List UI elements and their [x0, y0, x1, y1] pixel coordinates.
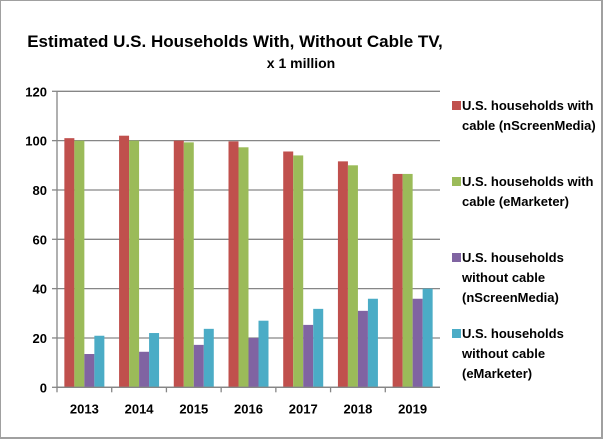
bar-2014-series-2 — [129, 140, 140, 388]
y-tick-label: 80 — [33, 183, 47, 198]
y-tick-label: 120 — [25, 84, 47, 99]
bar-2019-series-3 — [412, 298, 423, 388]
bar-2015-series-4 — [203, 328, 214, 388]
legend-label: U.S. households without cable (nScreenMe… — [462, 250, 564, 305]
x-tick-label: 2017 — [289, 401, 318, 416]
legend-swatch — [452, 253, 461, 262]
chart-title: Estimated U.S. Households With, Without … — [27, 32, 443, 51]
bar-2016-series-2 — [238, 147, 249, 388]
bar-2017-series-4 — [313, 308, 324, 388]
bar-2019-series-4 — [422, 288, 433, 388]
bar-2013-series-2 — [74, 140, 85, 388]
bar-2016-series-3 — [248, 337, 259, 388]
legend-item: U.S. households without cable (eMarketer… — [452, 324, 602, 384]
x-tick-label: 2019 — [398, 401, 427, 416]
bar-2014-series-3 — [139, 351, 150, 388]
bar-2015-series-3 — [193, 344, 204, 388]
bar-2018-series-2 — [347, 165, 358, 388]
bar-2018-series-4 — [367, 298, 378, 388]
bar-2019-series-2 — [402, 173, 413, 388]
legend-label: U.S. households with cable (eMarketer) — [462, 174, 594, 209]
x-tick-label: 2018 — [343, 401, 372, 416]
bar-2016-series-1 — [228, 141, 239, 388]
bar-2018-series-1 — [337, 161, 348, 388]
x-tick-label: 2014 — [125, 401, 155, 416]
bar-2015-series-1 — [173, 140, 184, 388]
bar-2018-series-3 — [357, 310, 368, 388]
legend-label: U.S. households without cable (eMarketer… — [462, 326, 564, 381]
bar-2013-series-1 — [64, 138, 75, 388]
legend-swatch — [452, 177, 461, 186]
x-tick-label: 2015 — [179, 401, 208, 416]
bar-2016-series-4 — [258, 320, 269, 388]
y-tick-label: 20 — [33, 331, 47, 346]
x-tick-label: 2016 — [234, 401, 263, 416]
bar-2013-series-4 — [94, 335, 105, 388]
bar-2013-series-3 — [84, 354, 95, 388]
legend-swatch — [452, 329, 461, 338]
y-tick-label: 60 — [33, 232, 47, 247]
y-tick-label: 100 — [25, 134, 47, 149]
bar-2017-series-3 — [303, 324, 314, 388]
legend-label: U.S. households with cable (nScreenMedia… — [462, 98, 596, 133]
bar-2014-series-4 — [149, 333, 160, 388]
x-tick-label: 2013 — [70, 401, 99, 416]
bar-2017-series-1 — [283, 151, 294, 388]
legend-swatch — [452, 101, 461, 110]
bar-2015-series-2 — [183, 142, 194, 388]
legend-item: U.S. households without cable (nScreenMe… — [452, 248, 602, 308]
chart-subtitle: x 1 million — [267, 55, 335, 71]
legend-item: U.S. households with cable (eMarketer) — [452, 172, 602, 212]
legend-item: U.S. households with cable (nScreenMedia… — [452, 96, 602, 136]
y-tick-label: 0 — [40, 380, 47, 395]
bar-2014-series-1 — [119, 135, 130, 388]
bar-2019-series-1 — [392, 173, 403, 388]
y-tick-label: 40 — [33, 282, 47, 297]
bar-2017-series-2 — [293, 155, 304, 388]
